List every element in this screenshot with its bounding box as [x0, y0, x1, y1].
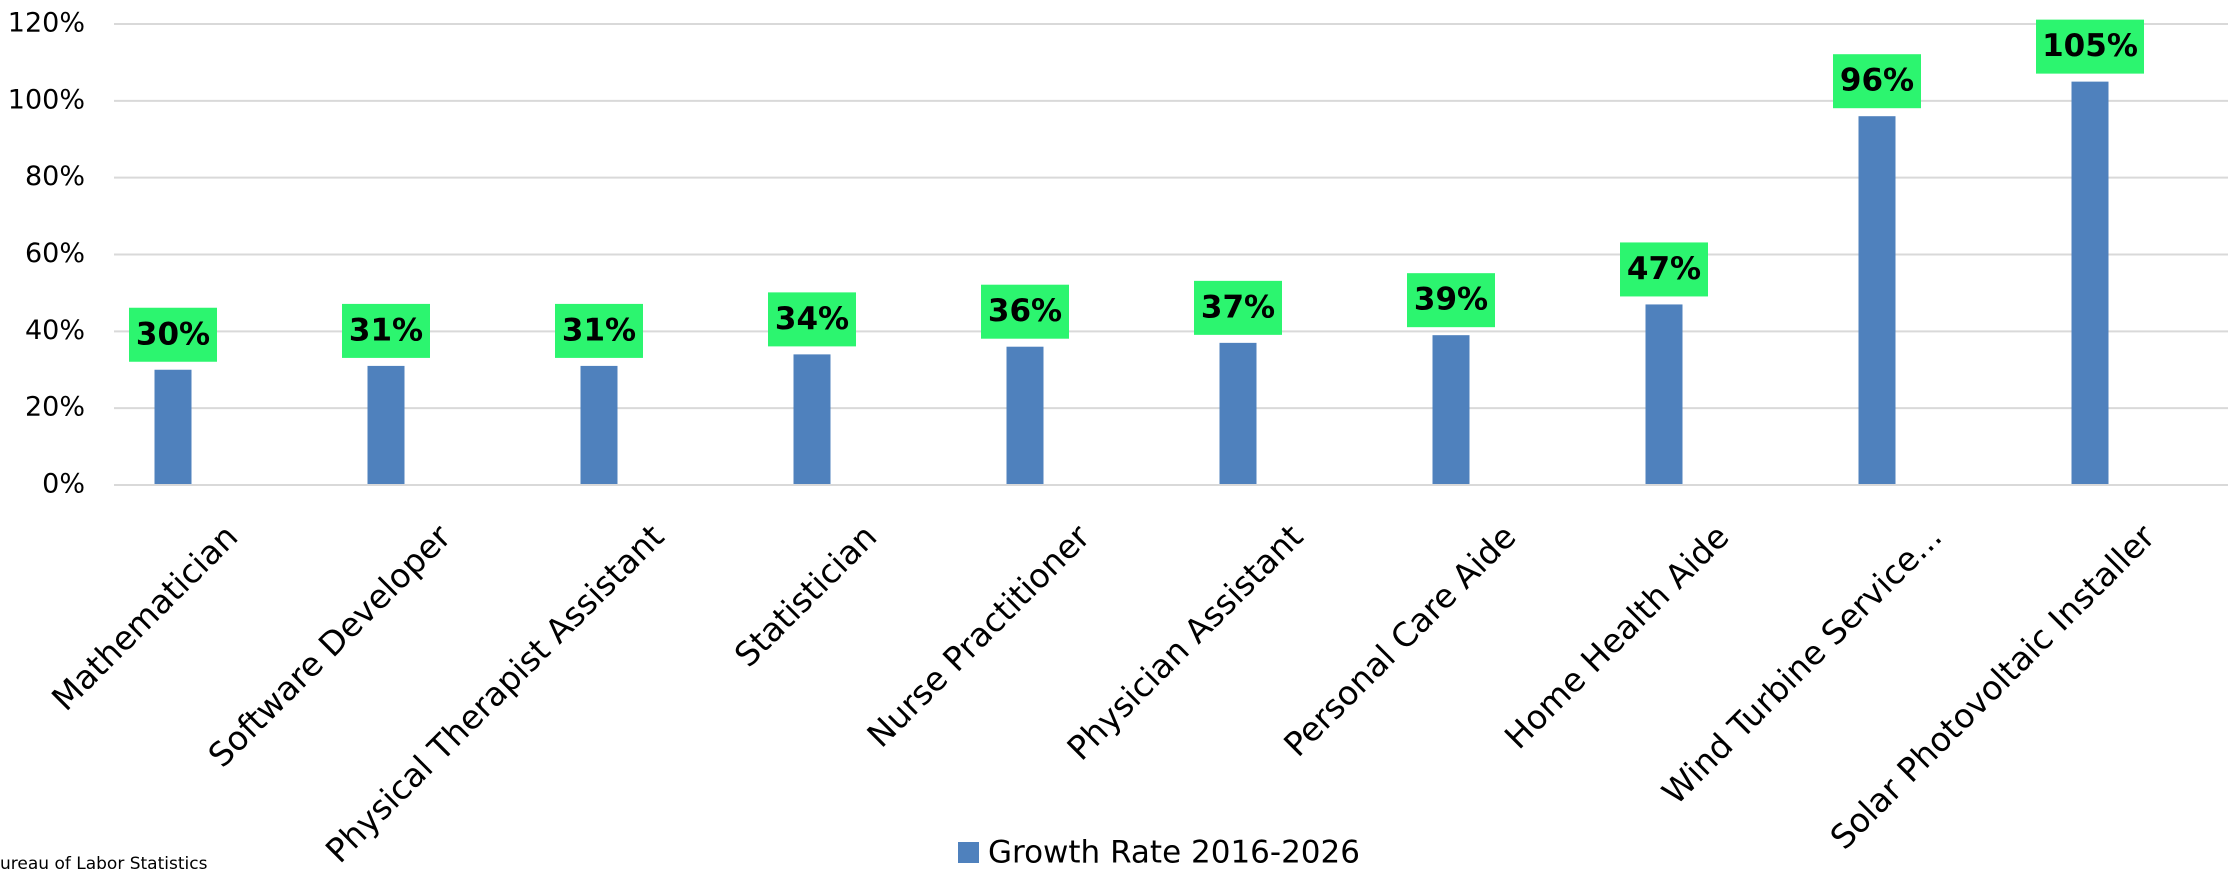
- data-label-box: [1833, 54, 1921, 109]
- y-tick-label: 80%: [25, 161, 85, 192]
- x-tick-label: Physical Therapist Assistant: [318, 517, 672, 871]
- x-tick-label: Software Developer: [201, 516, 459, 774]
- data-label: 36%: [988, 293, 1062, 329]
- data-label: 105%: [2042, 28, 2138, 64]
- y-tick-label: 0%: [42, 469, 85, 500]
- data-label-box: [1620, 242, 1708, 297]
- source-note: ureau of Labor Statistics: [0, 854, 208, 871]
- y-tick-label: 20%: [25, 392, 85, 423]
- x-tick-label: Physician Assistant: [1059, 517, 1310, 768]
- data-label: 31%: [349, 312, 423, 348]
- data-label-box: [1194, 280, 1282, 335]
- data-label: 37%: [1201, 289, 1275, 325]
- data-label-box: [981, 284, 1069, 339]
- data-label: 47%: [1627, 251, 1701, 287]
- data-label-box: [1407, 273, 1495, 328]
- x-tick-label: Statistician: [727, 517, 885, 675]
- data-label-box: [2036, 19, 2144, 74]
- y-tick-label: 60%: [25, 238, 85, 269]
- x-tick-label: Mathematician: [44, 517, 245, 718]
- data-label: 39%: [1414, 282, 1488, 318]
- bar: [2071, 81, 2109, 485]
- bar: [1432, 335, 1470, 485]
- y-tick-label: 100%: [8, 84, 85, 115]
- bar: [1006, 346, 1044, 485]
- bar: [1219, 342, 1257, 485]
- bar: [793, 354, 831, 485]
- x-tick-label: Home Health Aide: [1497, 517, 1737, 757]
- x-tick-label: Nurse Practitioner: [859, 517, 1097, 755]
- bar: [1858, 116, 1896, 485]
- bar: [580, 365, 618, 485]
- legend-swatch: [958, 842, 979, 863]
- y-tick-label: 40%: [25, 315, 85, 346]
- legend-label: Growth Rate 2016-2026: [988, 835, 1360, 871]
- data-label-box: [768, 292, 856, 347]
- data-label: 30%: [136, 316, 210, 352]
- bar: [154, 369, 192, 485]
- data-label: 96%: [1840, 63, 1914, 99]
- bar: [367, 365, 405, 485]
- data-label-box: [342, 303, 430, 358]
- data-label: 34%: [775, 301, 849, 337]
- data-label-box: [555, 303, 643, 358]
- data-label: 31%: [562, 312, 636, 348]
- x-tick-label: Personal Care Aide: [1276, 517, 1523, 764]
- y-tick-label: 120%: [8, 8, 85, 39]
- data-label-box: [129, 307, 217, 362]
- bar: [1645, 304, 1683, 485]
